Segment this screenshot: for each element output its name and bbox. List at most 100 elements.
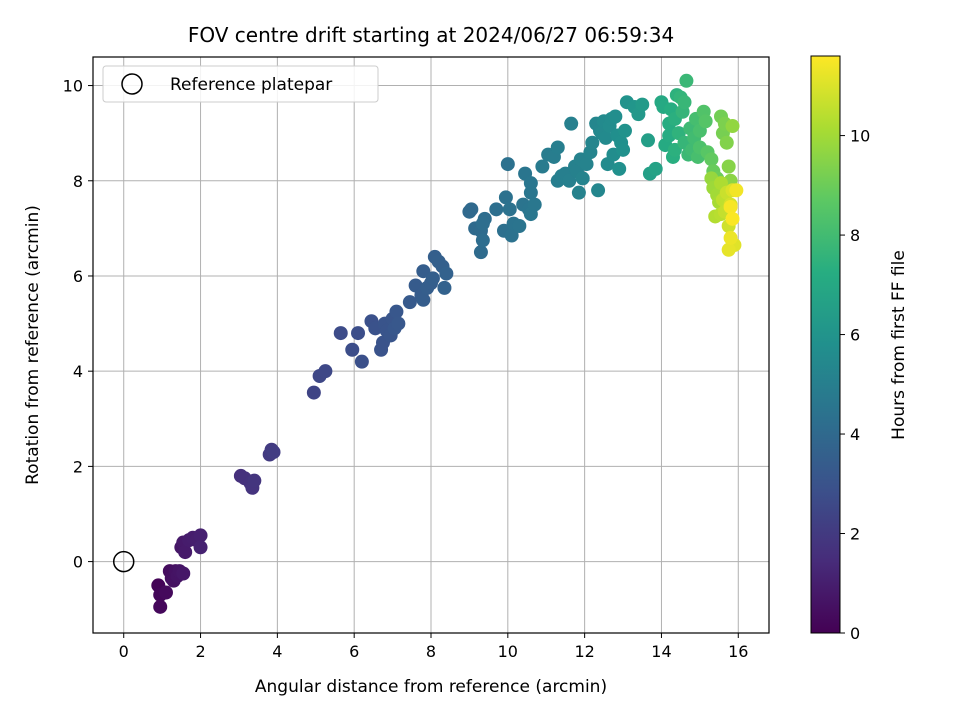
- scatter-point: [612, 161, 627, 176]
- y-axis-label: Rotation from reference (arcmin): [23, 205, 43, 485]
- x-tick-label: 6: [349, 642, 359, 661]
- x-tick-label: 0: [119, 642, 129, 661]
- scatter-point: [677, 95, 692, 110]
- scatter-point: [318, 364, 333, 379]
- scatter-point: [475, 233, 490, 248]
- x-tick-label: 2: [195, 642, 205, 661]
- scatter-point: [504, 228, 519, 243]
- scatter-point: [617, 123, 632, 138]
- scatter-point: [158, 585, 173, 600]
- scatter-point: [500, 157, 515, 172]
- scatter-point: [725, 211, 740, 226]
- x-tick-label: 8: [426, 642, 436, 661]
- scatter-point: [416, 292, 431, 307]
- scatter-point: [425, 271, 440, 286]
- y-tick-label: 2: [73, 457, 83, 476]
- scatter-point: [354, 354, 369, 369]
- scatter-point: [723, 199, 738, 214]
- axis-ticks: 0 2 4 6 8 10 12 14 16 0 2 4 6 8 10: [63, 77, 749, 661]
- y-tick-label: 4: [73, 362, 83, 381]
- colorbar-ticks: 0 2 4 6 8 10: [840, 127, 870, 643]
- y-tick-label: 10: [63, 77, 83, 96]
- scatter-point: [475, 216, 490, 231]
- x-tick-label: 16: [728, 642, 748, 661]
- scatter-point: [648, 161, 663, 176]
- scatter-point: [721, 242, 736, 257]
- scatter-point: [527, 197, 542, 212]
- data-points: [151, 73, 744, 614]
- scatter-point: [575, 171, 590, 186]
- colorbar-label: Hours from first FF file: [889, 250, 909, 440]
- scatter-point: [641, 133, 656, 148]
- chart-title: FOV centre drift starting at 2024/06/27 …: [188, 23, 674, 47]
- y-tick-label: 6: [73, 267, 83, 286]
- scatter-point: [725, 119, 740, 134]
- colorbar-tick-label: 4: [850, 425, 860, 444]
- scatter-point: [512, 218, 527, 233]
- scatter-point: [598, 130, 613, 145]
- scatter-point: [564, 116, 579, 131]
- legend: Reference platepar: [102, 65, 379, 103]
- scatter-point: [266, 445, 281, 460]
- scatter-point: [416, 264, 431, 279]
- colorbar-tick-label: 10: [850, 127, 870, 146]
- colorbar-gradient: [810, 55, 841, 634]
- scatter-point: [464, 202, 479, 217]
- legend-marker-reference: [121, 73, 143, 95]
- scatter-point: [306, 385, 321, 400]
- scatter-point: [635, 97, 650, 112]
- scatter-point: [351, 326, 366, 341]
- scatter-point: [439, 266, 454, 281]
- legend-label-reference: Reference platepar: [170, 75, 332, 95]
- x-tick-label: 10: [498, 642, 518, 661]
- scatter-point: [698, 114, 713, 129]
- scatter-point: [591, 183, 606, 198]
- scatter-point: [489, 202, 504, 217]
- legend-box: [102, 65, 379, 103]
- scatter-point: [729, 183, 744, 198]
- scatter-point: [153, 599, 168, 614]
- scatter-point: [667, 142, 682, 157]
- scatter-point: [719, 135, 734, 150]
- scatter-point: [704, 152, 719, 167]
- scatter-point: [723, 230, 738, 245]
- scatter-point: [535, 159, 550, 174]
- x-tick-label: 12: [574, 642, 594, 661]
- grid: [93, 57, 769, 633]
- colorbar-tick-label: 8: [850, 226, 860, 245]
- scatter-point: [550, 140, 565, 155]
- scatter-point: [345, 342, 360, 357]
- scatter-point: [502, 202, 517, 217]
- colorbar: 0 2 4 6 8 10 Hours from first FF file: [810, 55, 909, 643]
- scatter-point: [391, 316, 406, 331]
- colorbar-tick-label: 0: [850, 624, 860, 643]
- scatter-point: [562, 173, 577, 188]
- scatter-point: [721, 159, 736, 174]
- scatter-point: [523, 176, 538, 191]
- scatter-point: [193, 540, 208, 555]
- y-tick-label: 8: [73, 172, 83, 191]
- scatter-point: [473, 245, 488, 260]
- scatter-point: [402, 295, 417, 310]
- scatter-point: [585, 135, 600, 150]
- scatter-point: [571, 185, 586, 200]
- scatter-point: [437, 280, 452, 295]
- scatter-point: [193, 528, 208, 543]
- scatter-point: [176, 566, 191, 581]
- x-axis-label: Angular distance from reference (arcmin): [255, 677, 607, 697]
- scatter-point: [579, 157, 594, 172]
- scatter-point: [178, 545, 193, 560]
- x-tick-label: 4: [272, 642, 282, 661]
- x-tick-label: 14: [651, 642, 671, 661]
- scatter-point: [389, 304, 404, 319]
- scatter-point: [608, 109, 623, 124]
- colorbar-tick-label: 2: [850, 525, 860, 544]
- scatter-point: [333, 326, 348, 341]
- scatter-point: [498, 190, 513, 205]
- reference-platepar-marker: [112, 550, 135, 573]
- scatter-point: [616, 142, 631, 157]
- y-tick-label: 0: [73, 553, 83, 572]
- scatter-point: [247, 473, 262, 488]
- colorbar-tick-label: 6: [850, 326, 860, 345]
